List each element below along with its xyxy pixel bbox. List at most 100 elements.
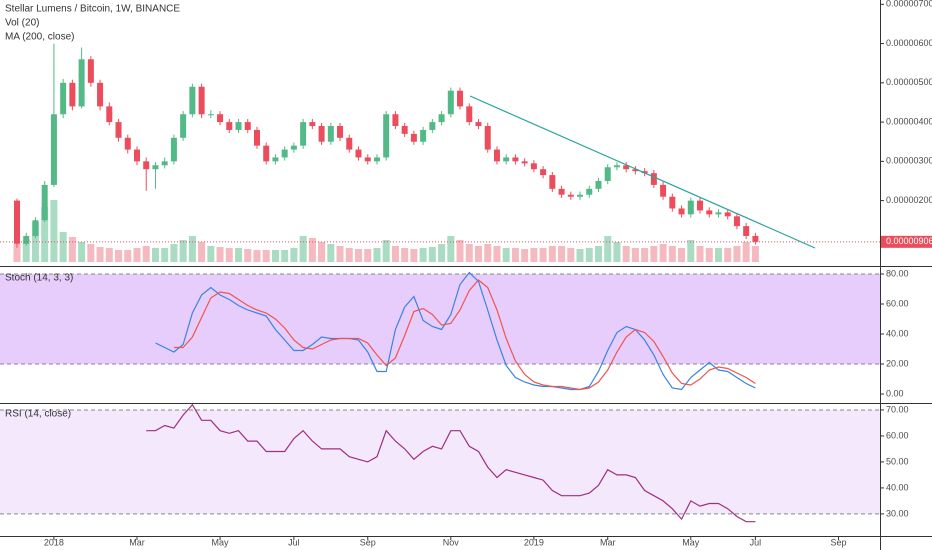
candle-body [549, 175, 556, 189]
volume-bar [650, 246, 658, 262]
volume-bar [696, 246, 704, 262]
y-tick-label: 50.00 [886, 456, 909, 466]
candle-body [290, 145, 297, 150]
candle-body [364, 157, 371, 162]
volume-bar [170, 244, 178, 262]
candle-body [577, 194, 584, 197]
y-tick-label: 60.00 [886, 298, 909, 308]
candle-body [567, 194, 574, 197]
volume-bar [465, 244, 473, 262]
candle-body [604, 167, 611, 181]
candle-body [392, 114, 399, 127]
y-tick-label: 70.00 [886, 404, 909, 414]
volume-bar [41, 207, 49, 262]
candle-body [161, 161, 168, 166]
x-tick-label: May [212, 537, 230, 547]
volume-bar [641, 248, 649, 262]
candle-body [226, 122, 233, 130]
volume-bar [188, 236, 196, 262]
last-price-label: 0.00000906 [886, 236, 932, 246]
candle-body [32, 220, 39, 236]
candle-body [697, 200, 704, 211]
volume-bar [502, 248, 510, 262]
candle-body [429, 122, 436, 130]
candle-body [207, 114, 214, 116]
candle-body [143, 161, 150, 170]
volume-bar [585, 248, 593, 262]
volume-bar [216, 247, 224, 262]
volume-bar [714, 248, 722, 262]
candle-body [346, 137, 353, 150]
candle-body [484, 126, 491, 150]
volume-bar [622, 246, 630, 262]
y-tick-label: 40.00 [886, 482, 909, 492]
y-tick-label: 30.00 [886, 508, 909, 518]
x-tick-label: Nov [443, 537, 460, 547]
candle-body [133, 149, 140, 162]
candle-body [595, 180, 602, 189]
x-tick-label: 2018 [44, 537, 64, 547]
volume-bar [428, 247, 436, 262]
candle-body [87, 59, 94, 83]
candle-body [558, 188, 565, 195]
candle-body [50, 114, 57, 185]
y-tick-label: 40.00 [886, 328, 909, 338]
volume-bar [668, 246, 676, 262]
volume-bar [493, 246, 501, 262]
candle-body [115, 122, 122, 138]
candle-body [521, 161, 528, 164]
volume-bar [447, 236, 455, 262]
volume-bar [391, 246, 399, 262]
candle-body [60, 82, 67, 115]
volume-bar [133, 248, 141, 262]
x-tick-label: Jul [288, 537, 300, 547]
y-tick-label: 0.00000700 [886, 0, 932, 9]
volume-legend: Vol (20) [5, 18, 39, 29]
volume-bar [567, 248, 575, 262]
candle-body [715, 212, 722, 215]
candle-body [235, 122, 242, 130]
candle-body [355, 149, 362, 158]
volume-bar [373, 248, 381, 262]
candle-body [641, 171, 648, 174]
candle-body [300, 122, 307, 146]
candle-body [706, 210, 713, 215]
candle-body [337, 126, 344, 138]
x-tick-label: Sep [360, 537, 376, 547]
volume-bar [253, 250, 261, 262]
y-tick-label: 80.00 [886, 268, 909, 278]
volume-bar [751, 246, 759, 262]
volume-bar [105, 248, 113, 262]
volume-bar [22, 240, 30, 262]
volume-bar [456, 240, 464, 262]
candle-body [457, 90, 464, 107]
candle-body [503, 157, 510, 162]
x-tick-label: Sep [830, 537, 846, 547]
volume-bar [724, 248, 732, 262]
y-tick-label: 0.00 [886, 388, 904, 398]
volume-bar [151, 248, 159, 262]
candle-body [170, 137, 177, 162]
candle-body [152, 165, 159, 170]
volume-bar [410, 249, 418, 262]
volume-bar [299, 236, 307, 262]
candle-body [752, 235, 759, 242]
volume-bar [179, 240, 187, 262]
volume-bar [318, 242, 326, 262]
candle-body [41, 184, 48, 221]
volume-bar [742, 242, 750, 262]
volume-bar [31, 222, 39, 262]
volume-bar [13, 244, 21, 262]
candle-body [724, 212, 731, 217]
band [0, 409, 880, 514]
volume-bar [96, 247, 104, 262]
y-tick-label: 20.00 [886, 358, 909, 368]
candle-body [632, 169, 639, 172]
volume-bar [87, 244, 95, 262]
volume-bar [78, 242, 86, 262]
candle-body [401, 126, 408, 134]
x-tick-label: Mar [129, 537, 145, 547]
candle-body [438, 114, 445, 123]
